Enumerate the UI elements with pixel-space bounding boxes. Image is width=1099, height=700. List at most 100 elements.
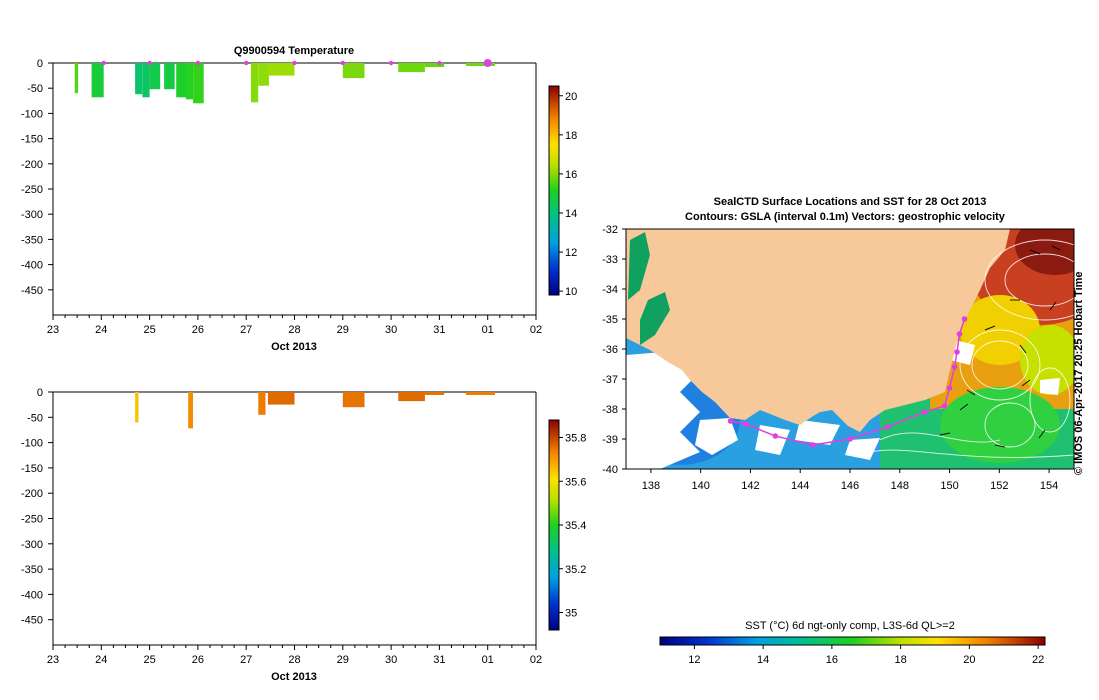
x-tick-label: 24 bbox=[95, 324, 107, 336]
sst-tick-label: 12 bbox=[688, 654, 700, 666]
copyright-label: © IMOS 06-Apr-2017 20:25 Hobart Time bbox=[1073, 271, 1085, 475]
salinity-x-label: Oct 2013 bbox=[271, 671, 317, 683]
seal-track bbox=[727, 316, 968, 448]
seal-location-10 bbox=[772, 433, 779, 439]
x-tick-label: 24 bbox=[95, 654, 107, 666]
temperature-colorbar-ticks: 20 18 16 14 12 10 bbox=[559, 91, 577, 298]
seal-location-5 bbox=[941, 403, 948, 409]
x-tick-label: 31 bbox=[433, 324, 445, 336]
salinity-colorbar-ticks: 35.8 35.6 35.4 35.2 35 bbox=[559, 433, 586, 620]
profile-bar-14 bbox=[424, 63, 445, 67]
sst-colorbar-ticks: 12 14 16 18 20 22 bbox=[688, 645, 1044, 666]
temperature-plot-frame bbox=[52, 62, 537, 316]
profile-bar-7 bbox=[185, 63, 193, 100]
surface-marker-2 bbox=[195, 60, 201, 66]
salinity-bars bbox=[135, 392, 495, 429]
colorbar-tick-label: 35.2 bbox=[565, 564, 586, 576]
seal-location-3 bbox=[951, 364, 958, 370]
colorbar-tick-label: 35.4 bbox=[565, 520, 586, 532]
x-tick-label: 02 bbox=[530, 654, 542, 666]
colorbar-tick-label: 35.8 bbox=[565, 433, 586, 445]
temperature-y-ticks: 0 -50 -100 -150 -200 -250 -300 -350 -400 -450 bbox=[21, 58, 53, 297]
seal-location-0 bbox=[961, 316, 968, 322]
temperature-colorbar bbox=[548, 85, 560, 296]
sst-tick-label: 20 bbox=[963, 654, 975, 666]
y-tick-label: -150 bbox=[21, 134, 43, 146]
y-tick-label: -200 bbox=[21, 159, 43, 171]
x-tick-label: 02 bbox=[530, 324, 542, 336]
x-tick-label: 29 bbox=[337, 324, 349, 336]
map-y-tick-label: -36 bbox=[602, 344, 618, 356]
sst-eddy-2 bbox=[1020, 325, 1074, 395]
sst-tick-label: 22 bbox=[1032, 654, 1044, 666]
map-area bbox=[626, 229, 1074, 469]
surface-marker-0 bbox=[101, 60, 106, 66]
salinity-x-ticks: 23 24 25 26 27 28 29 30 31 01 02 bbox=[47, 645, 542, 666]
seal-location-12 bbox=[727, 418, 734, 424]
sst-hot-spot bbox=[1015, 229, 1074, 275]
surface-marker-4 bbox=[292, 60, 297, 66]
temperature-x-ticks: 23 24 25 26 27 28 29 30 31 01 02 bbox=[47, 315, 542, 336]
y-tick-label: -50 bbox=[27, 83, 43, 95]
map-x-tick-label: 144 bbox=[791, 480, 809, 492]
y-tick-label: -200 bbox=[21, 488, 43, 500]
sst-tick-label: 18 bbox=[895, 654, 907, 666]
sst-colorbar bbox=[659, 636, 1046, 646]
colorbar-tick-label: 18 bbox=[565, 130, 577, 142]
map-x-tick-label: 138 bbox=[642, 480, 660, 492]
x-tick-label: 25 bbox=[143, 654, 155, 666]
map-x-tick-label: 142 bbox=[741, 480, 759, 492]
gulf-shelf bbox=[640, 292, 670, 345]
y-tick-label: -450 bbox=[21, 615, 43, 627]
map-y-tick-label: -40 bbox=[602, 464, 618, 476]
x-tick-label: 26 bbox=[192, 654, 204, 666]
cloud-mask bbox=[626, 340, 1060, 469]
y-tick-label: -300 bbox=[21, 209, 43, 221]
seal-location-2 bbox=[954, 349, 960, 355]
profile-bar-3 bbox=[142, 63, 150, 98]
surface-marker-1 bbox=[147, 60, 152, 66]
sst-tick-label: 16 bbox=[826, 654, 838, 666]
x-tick-label: 23 bbox=[47, 324, 59, 336]
surface-marker-8 bbox=[483, 59, 492, 67]
y-tick-label: -50 bbox=[27, 412, 43, 424]
colorbar-tick-label: 20 bbox=[565, 91, 577, 103]
y-tick-label: 0 bbox=[37, 387, 43, 399]
x-tick-label: 31 bbox=[433, 654, 445, 666]
x-tick-label: 27 bbox=[240, 654, 252, 666]
y-tick-label: -350 bbox=[21, 234, 43, 246]
map-x-tick-label: 148 bbox=[891, 480, 909, 492]
x-tick-label: 30 bbox=[385, 654, 397, 666]
x-tick-label: 23 bbox=[47, 654, 59, 666]
profile-bar-11 bbox=[267, 63, 295, 76]
y-tick-label: -100 bbox=[21, 438, 43, 450]
profile-bar-1 bbox=[188, 392, 193, 429]
x-tick-label: 25 bbox=[143, 324, 155, 336]
profile-bar-13 bbox=[398, 63, 425, 73]
colorbar-tick-label: 12 bbox=[565, 247, 577, 259]
temperature-bars bbox=[74, 59, 495, 104]
profile-bar-2 bbox=[258, 392, 266, 415]
profile-bar-6 bbox=[176, 63, 187, 98]
map-subtitle: Contours: GSLA (interval 0.1m) Vectors: … bbox=[685, 211, 1006, 223]
x-tick-label: 27 bbox=[240, 324, 252, 336]
map-y-tick-label: -35 bbox=[602, 314, 618, 326]
profile-bar-7 bbox=[466, 392, 495, 395]
x-tick-label: 26 bbox=[192, 324, 204, 336]
profile-bar-9 bbox=[251, 63, 259, 103]
gsla-contours bbox=[859, 239, 1074, 458]
spencer-gulf bbox=[628, 232, 650, 300]
colorbar-tick-label: 16 bbox=[565, 169, 577, 181]
map-x-tick-label: 140 bbox=[691, 480, 709, 492]
salinity-colorbar bbox=[548, 419, 560, 631]
profile-bar-5 bbox=[398, 392, 425, 402]
colorbar-tick-label: 10 bbox=[565, 286, 577, 298]
map-x-tick-label: 150 bbox=[940, 480, 958, 492]
x-tick-label: 01 bbox=[482, 654, 494, 666]
map-y-tick-label: -38 bbox=[602, 404, 618, 416]
landmass bbox=[626, 229, 1010, 432]
colorbar-tick-label: 35 bbox=[565, 608, 577, 620]
y-tick-label: -400 bbox=[21, 589, 43, 601]
salinity-panel: 23 24 25 26 27 28 29 30 31 01 02 0 -50 -100 -150 -200 -… bbox=[21, 387, 586, 683]
y-tick-label: -150 bbox=[21, 463, 43, 475]
